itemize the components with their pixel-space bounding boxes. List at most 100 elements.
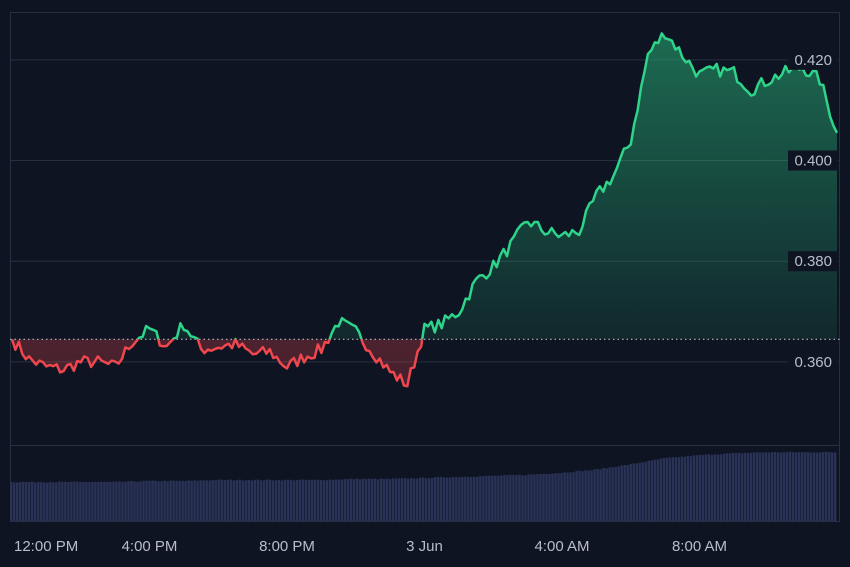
volume-bar: [364, 479, 368, 521]
volume-bar: [289, 479, 293, 521]
volume-bar: [743, 452, 747, 521]
volume-bar: [187, 480, 190, 521]
volume-bar: [824, 451, 828, 521]
volume-bar: [172, 480, 175, 521]
volume-bar: [602, 467, 605, 521]
volume-bar: [632, 463, 635, 521]
volume-bar: [662, 458, 665, 521]
volume-bar: [283, 479, 287, 521]
volume-bar: [16, 482, 19, 521]
volume-bar: [124, 481, 127, 521]
volume-bar: [331, 479, 335, 521]
volume-bar: [638, 462, 641, 521]
volume-bar: [22, 481, 25, 521]
volume-bar: [722, 453, 726, 521]
volume-bar: [61, 481, 64, 521]
volume-bar: [539, 474, 542, 521]
volume-bar: [244, 480, 247, 521]
y-tick-label: 0.420: [794, 52, 832, 69]
volume-bar: [196, 480, 199, 521]
x-tick-label: 4:00 PM: [122, 538, 178, 555]
volume-bar: [470, 476, 473, 521]
volume-bar: [340, 479, 344, 521]
volume-bar: [271, 480, 275, 521]
volume-bar: [512, 474, 515, 521]
volume-bar: [785, 452, 789, 521]
volume-bar: [10, 481, 13, 521]
volume-bar: [821, 452, 825, 521]
volume-bar: [479, 476, 482, 521]
volume-bar: [391, 478, 395, 521]
volume-bar: [770, 452, 774, 521]
volume-bars: [10, 451, 837, 521]
volume-bar: [157, 481, 160, 521]
volume-bar: [103, 481, 106, 521]
volume-bar: [491, 475, 494, 521]
volume-bar: [121, 481, 124, 521]
volume-bar: [659, 458, 662, 521]
volume-bar: [178, 480, 181, 521]
volume-bar: [199, 480, 202, 521]
volume-bar: [94, 482, 97, 521]
volume-bar: [139, 481, 142, 521]
volume-bar: [115, 481, 118, 521]
volume-bar: [551, 473, 554, 521]
volume-bar: [764, 452, 768, 521]
volume-bar: [716, 454, 720, 521]
volume-bar: [34, 482, 37, 521]
volume-bar: [343, 479, 347, 521]
volume-bar: [91, 482, 94, 521]
volume-bar: [731, 452, 735, 521]
area-above-baseline: [137, 33, 837, 340]
volume-bar: [133, 481, 136, 521]
volume-bar: [268, 479, 272, 521]
volume-bar: [184, 480, 187, 521]
volume-bar: [241, 480, 244, 521]
volume-bar: [833, 452, 837, 521]
volume-bar: [397, 478, 401, 521]
volume-bar: [803, 452, 807, 521]
volume-bar: [151, 480, 154, 521]
y-tick-label-bg: [788, 49, 838, 70]
volume-bar: [563, 472, 566, 521]
volume-bar: [593, 469, 596, 521]
volume-bar: [701, 455, 705, 521]
volume-bar: [367, 478, 371, 521]
volume-bar: [590, 470, 593, 521]
volume-bar: [794, 452, 798, 521]
volume-bar: [358, 479, 362, 521]
volume-bar: [79, 481, 82, 521]
volume-bar: [644, 461, 647, 521]
volume-bar: [515, 475, 518, 521]
volume-bar: [310, 479, 314, 521]
volume-bar: [25, 481, 28, 521]
volume-bar: [806, 452, 810, 521]
volume-bar: [118, 481, 121, 521]
volume-bar: [506, 475, 509, 521]
volume-bar: [530, 474, 533, 521]
x-tick-label: 8:00 AM: [672, 538, 727, 555]
volume-bar: [337, 479, 341, 521]
volume-bar: [650, 460, 653, 521]
volume-bar: [160, 481, 163, 521]
volume-bar: [494, 475, 497, 521]
x-tick-label: 8:00 PM: [259, 538, 315, 555]
volume-bar: [277, 479, 281, 521]
volume-bar: [587, 470, 590, 521]
volume-bar: [373, 478, 377, 521]
volume-bar: [536, 474, 539, 521]
volume-bar: [482, 476, 485, 521]
volume-bar: [316, 479, 320, 521]
volume-bar: [400, 478, 404, 521]
volume-bar: [476, 476, 479, 521]
y-tick-label: 0.360: [794, 354, 832, 371]
volume-bar: [812, 452, 816, 521]
volume-bar: [52, 482, 55, 521]
volume-bar: [13, 482, 16, 521]
volume-bar: [578, 470, 581, 521]
volume-bar: [109, 481, 112, 521]
volume-bar: [467, 476, 470, 521]
volume-bar: [746, 452, 750, 521]
